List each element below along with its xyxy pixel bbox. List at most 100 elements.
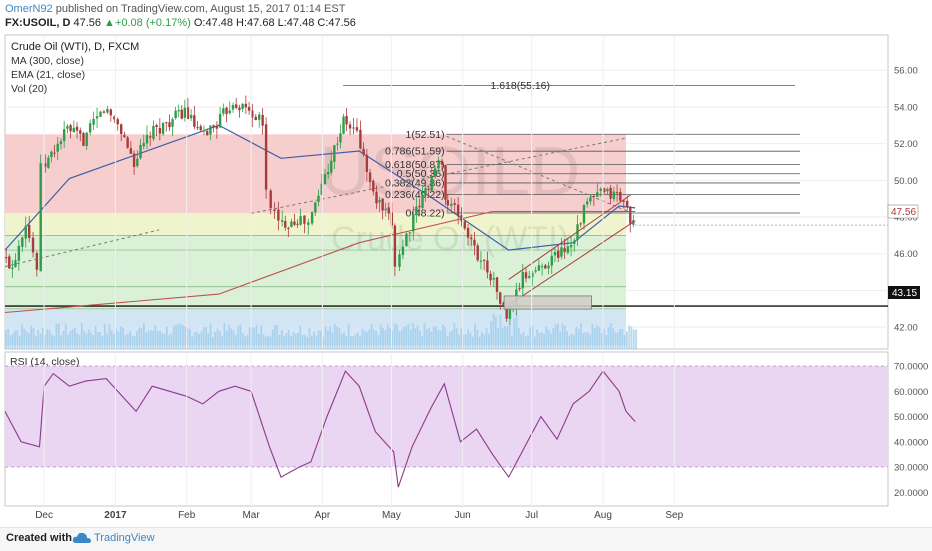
volume-bar [336, 326, 338, 349]
volume-bar [37, 330, 39, 349]
volume-bar [85, 333, 88, 349]
volume-bar [168, 335, 171, 349]
candle-body [95, 116, 99, 119]
candle-body [92, 119, 95, 125]
volume-bar [462, 334, 465, 349]
candle-body [589, 197, 592, 202]
volume-bar [48, 330, 51, 349]
volume-bar [44, 334, 46, 349]
candle-body [470, 237, 473, 240]
candle-body [585, 201, 589, 205]
volume-bar [469, 332, 472, 349]
candle-body [495, 277, 499, 292]
candle-body [345, 115, 348, 125]
volume-bar [57, 323, 60, 349]
candle-body [161, 122, 165, 134]
volume-bar [11, 333, 14, 349]
fib-level-label: 0.382(49.86) [385, 177, 445, 189]
volume-bar [517, 328, 520, 349]
volume-bar [409, 329, 412, 349]
change-value: +0.08 (+0.17%) [114, 17, 191, 29]
time-tick-label: Feb [178, 510, 196, 521]
volume-bar [113, 333, 115, 349]
candle-body [142, 143, 145, 147]
candle-body [228, 110, 231, 113]
volume-bar [596, 325, 598, 349]
volume-bar [34, 335, 37, 349]
time-tick-label: 2017 [104, 510, 127, 521]
candle-body [524, 272, 528, 279]
volume-bar [101, 335, 104, 349]
volume-bar [246, 334, 249, 349]
legend-vol: Vol (20) [11, 83, 47, 95]
candle-body [277, 209, 280, 221]
legend-title: Crude Oil (WTI), D, FXCM [11, 41, 139, 53]
volume-bar [543, 333, 545, 349]
candle-body [540, 266, 544, 268]
volume-bar [368, 329, 371, 349]
volume-bar [630, 326, 633, 349]
price-tick-label: 50.00 [894, 176, 918, 187]
candle-body [196, 127, 199, 129]
candle-body [139, 145, 142, 159]
volume-bar [609, 323, 612, 349]
volume-bar [232, 330, 235, 349]
volume-bar [478, 336, 481, 349]
volume-bar [106, 333, 108, 349]
fib-level-label: 0.618(50.87) [385, 159, 445, 171]
candle-body [251, 110, 254, 118]
volume-bar [598, 327, 601, 349]
volume-bar [391, 330, 394, 349]
candle-body [579, 223, 582, 225]
candle-body [186, 107, 190, 120]
volume-bar [561, 323, 564, 349]
candle-body [69, 125, 72, 132]
candle-body [418, 205, 421, 208]
candle-body [592, 195, 596, 197]
candle-body [290, 221, 293, 227]
fib-level-label: 0.236(49.22) [385, 189, 445, 201]
candle-body [177, 110, 180, 112]
candle-body [8, 256, 11, 269]
volume-bar [538, 333, 541, 349]
volume-bar [400, 330, 403, 349]
volume-bar [145, 332, 148, 349]
chart-canvas[interactable]: USOILD Crude Oil (WTI) 1.618(55.16) 1(52.… [0, 0, 932, 527]
volume-bar [586, 332, 589, 349]
volume-bar [393, 323, 396, 349]
candle-body [479, 260, 483, 262]
volume-bar [310, 335, 313, 349]
candle-body [482, 259, 486, 261]
author-link[interactable]: OmerN92 [5, 3, 53, 15]
candle-body [619, 192, 622, 201]
volume-bar [534, 336, 536, 349]
volume-bar [329, 326, 332, 349]
volume-bar [405, 325, 407, 349]
volume-bar [616, 332, 619, 349]
volume-bar [373, 329, 375, 349]
volume-bar [386, 324, 389, 349]
volume-bar [241, 333, 244, 349]
volume-bar [345, 335, 348, 349]
tradingview-link[interactable]: TradingView [94, 532, 155, 544]
volume-bar [294, 333, 297, 349]
candle-body [342, 116, 345, 134]
candle-body [378, 199, 381, 203]
channel-upper-line [508, 194, 631, 280]
candle-body [339, 133, 342, 143]
volume-bar [563, 325, 566, 349]
rsi-line [4, 370, 636, 488]
candle-body [50, 151, 53, 158]
price-tick-label: 42.00 [894, 323, 918, 334]
candle-body [99, 111, 102, 117]
volume-bar [74, 327, 76, 349]
volume-bar [566, 331, 568, 349]
candle-body [281, 220, 284, 222]
candle-body [56, 143, 59, 152]
volume-bar [614, 332, 617, 349]
candle-body [158, 127, 162, 134]
support-price-tag [888, 286, 920, 299]
volume-bar [292, 332, 295, 349]
rsi-label: RSI (14, close) [10, 356, 79, 368]
volume-bar [64, 323, 67, 349]
